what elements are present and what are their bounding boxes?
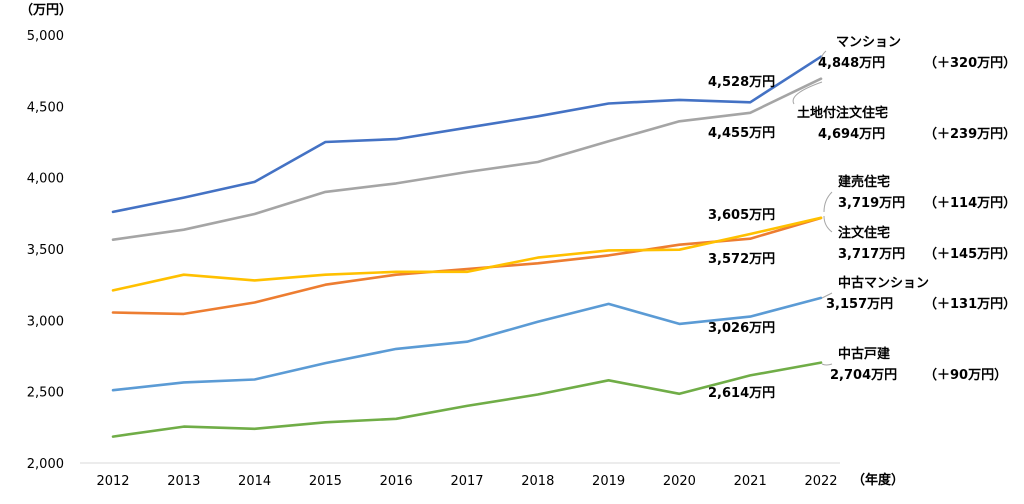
prev-year-value-label: 4,455万円 [708,126,775,141]
series-value-label: 4,694万円 [818,127,885,142]
series-value-label: 3,719万円 [838,196,905,211]
label-leader-line [792,81,823,105]
label-leader-line [821,292,833,299]
label-leader-line [819,50,827,67]
label-leader-line [823,215,833,233]
series-name-label: 注文住宅 [838,225,890,241]
y-tick-label: 5,000 [27,29,64,44]
series-value-label: 3,717万円 [838,247,905,262]
y-axis: 2,000 2,500 3,000 3,500 4,000 4,500 5,000 [27,29,64,472]
y-tick-label: 3,000 [27,314,64,329]
series-lines [111,55,823,438]
series-value-label: 2,704万円 [830,368,897,383]
series-name-label: 中古戸建 [838,346,890,362]
label-leader-line [821,363,833,366]
y-tick-label: 4,000 [27,172,64,187]
series-line [111,77,823,241]
x-tick-label: 2014 [238,474,271,489]
x-tick-label: 2019 [592,474,625,489]
x-tick-label: 2016 [380,474,413,489]
series-name-label: マンション [836,35,901,50]
series-change-label: （＋320万円） [924,55,1016,71]
x-axis: 2012 2013 2014 2015 2016 2017 2018 2019 2020 2021… [96,474,837,489]
series-change-label: （＋131万円） [924,296,1016,312]
x-tick-label: 2017 [450,474,483,489]
prev-year-value-label: 3,026万円 [708,321,775,336]
series-line [111,55,823,214]
x-axis-unit: （年度） [852,472,904,488]
y-tick-label: 2,500 [27,386,64,401]
series-change-label: （＋145万円） [924,246,1016,262]
series-name-label: 土地付注文住宅 [797,105,888,121]
series-line [111,216,823,292]
x-tick-label: 2012 [96,474,129,489]
x-tick-label: 2015 [309,474,342,489]
prev-year-value-label: 2,614万円 [708,386,775,401]
prev-year-value-label: 4,528万円 [708,75,775,90]
y-axis-unit: （万円） [20,2,72,18]
x-tick-label: 2013 [167,474,200,489]
series-value-label: 3,157万円 [826,297,893,312]
label-leader-line [823,191,833,213]
series-change-label: （＋239万円） [924,126,1016,142]
y-tick-label: 2,000 [27,457,64,472]
series-value-label: 4,848万円 [818,56,885,71]
series-line [111,296,823,392]
prev-year-value-label: 3,605万円 [708,208,775,223]
prev-year-value-label: 3,572万円 [708,252,775,267]
y-tick-label: 3,500 [27,243,64,258]
y-tick-label: 4,500 [27,100,64,115]
x-tick-label: 2021 [734,474,767,489]
series-line [111,216,823,316]
series-change-label: （＋90万円） [924,367,1007,383]
x-tick-label: 2020 [663,474,696,489]
series-name-label: 建売住宅 [838,174,890,190]
x-tick-label: 2018 [521,474,554,489]
x-tick-label: 2022 [804,474,837,489]
series-change-label: （＋114万円） [924,195,1016,211]
series-line [111,361,823,438]
series-name-label: 中古マンション [838,275,929,291]
